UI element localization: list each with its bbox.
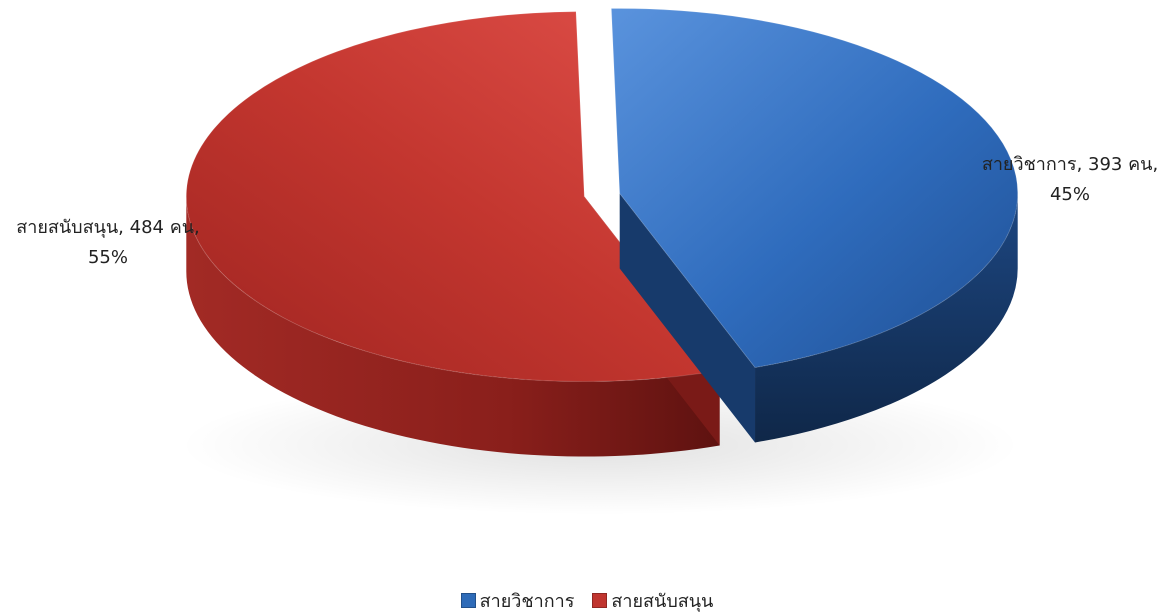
data-label-support-line1: สายสนับสนุน, 484 คน, [16,217,200,238]
legend-swatch-support [592,593,608,608]
legend-item-support: สายสนับสนุน [592,586,713,615]
data-label-support: สายสนับสนุน, 484 คน, 55% [0,213,216,273]
pie-slice-support [185,11,721,383]
legend-swatch-academic [460,593,476,608]
data-label-academic-percent: 45% [1049,184,1090,205]
legend-item-academic: สายวิชาการ [460,586,575,615]
pie-slice-side-support [186,196,720,457]
data-label-academic: สายวิชาการ, 393 คน, 45% [970,150,1170,210]
legend-label-support: สายสนับสนุน [611,591,714,612]
pie-slice-academic [610,8,1019,368]
chart-legend: สายวิชาการ สายสนับสนุน [0,586,1174,615]
data-label-support-percent: 55% [87,247,128,268]
legend-label-academic: สายวิชาการ [479,591,575,612]
pie-slice-side-academic [755,193,1018,443]
pie-slice-cut-academic [619,193,756,443]
data-label-academic-line1: สายวิชาการ, 393 คน, [981,154,1159,175]
